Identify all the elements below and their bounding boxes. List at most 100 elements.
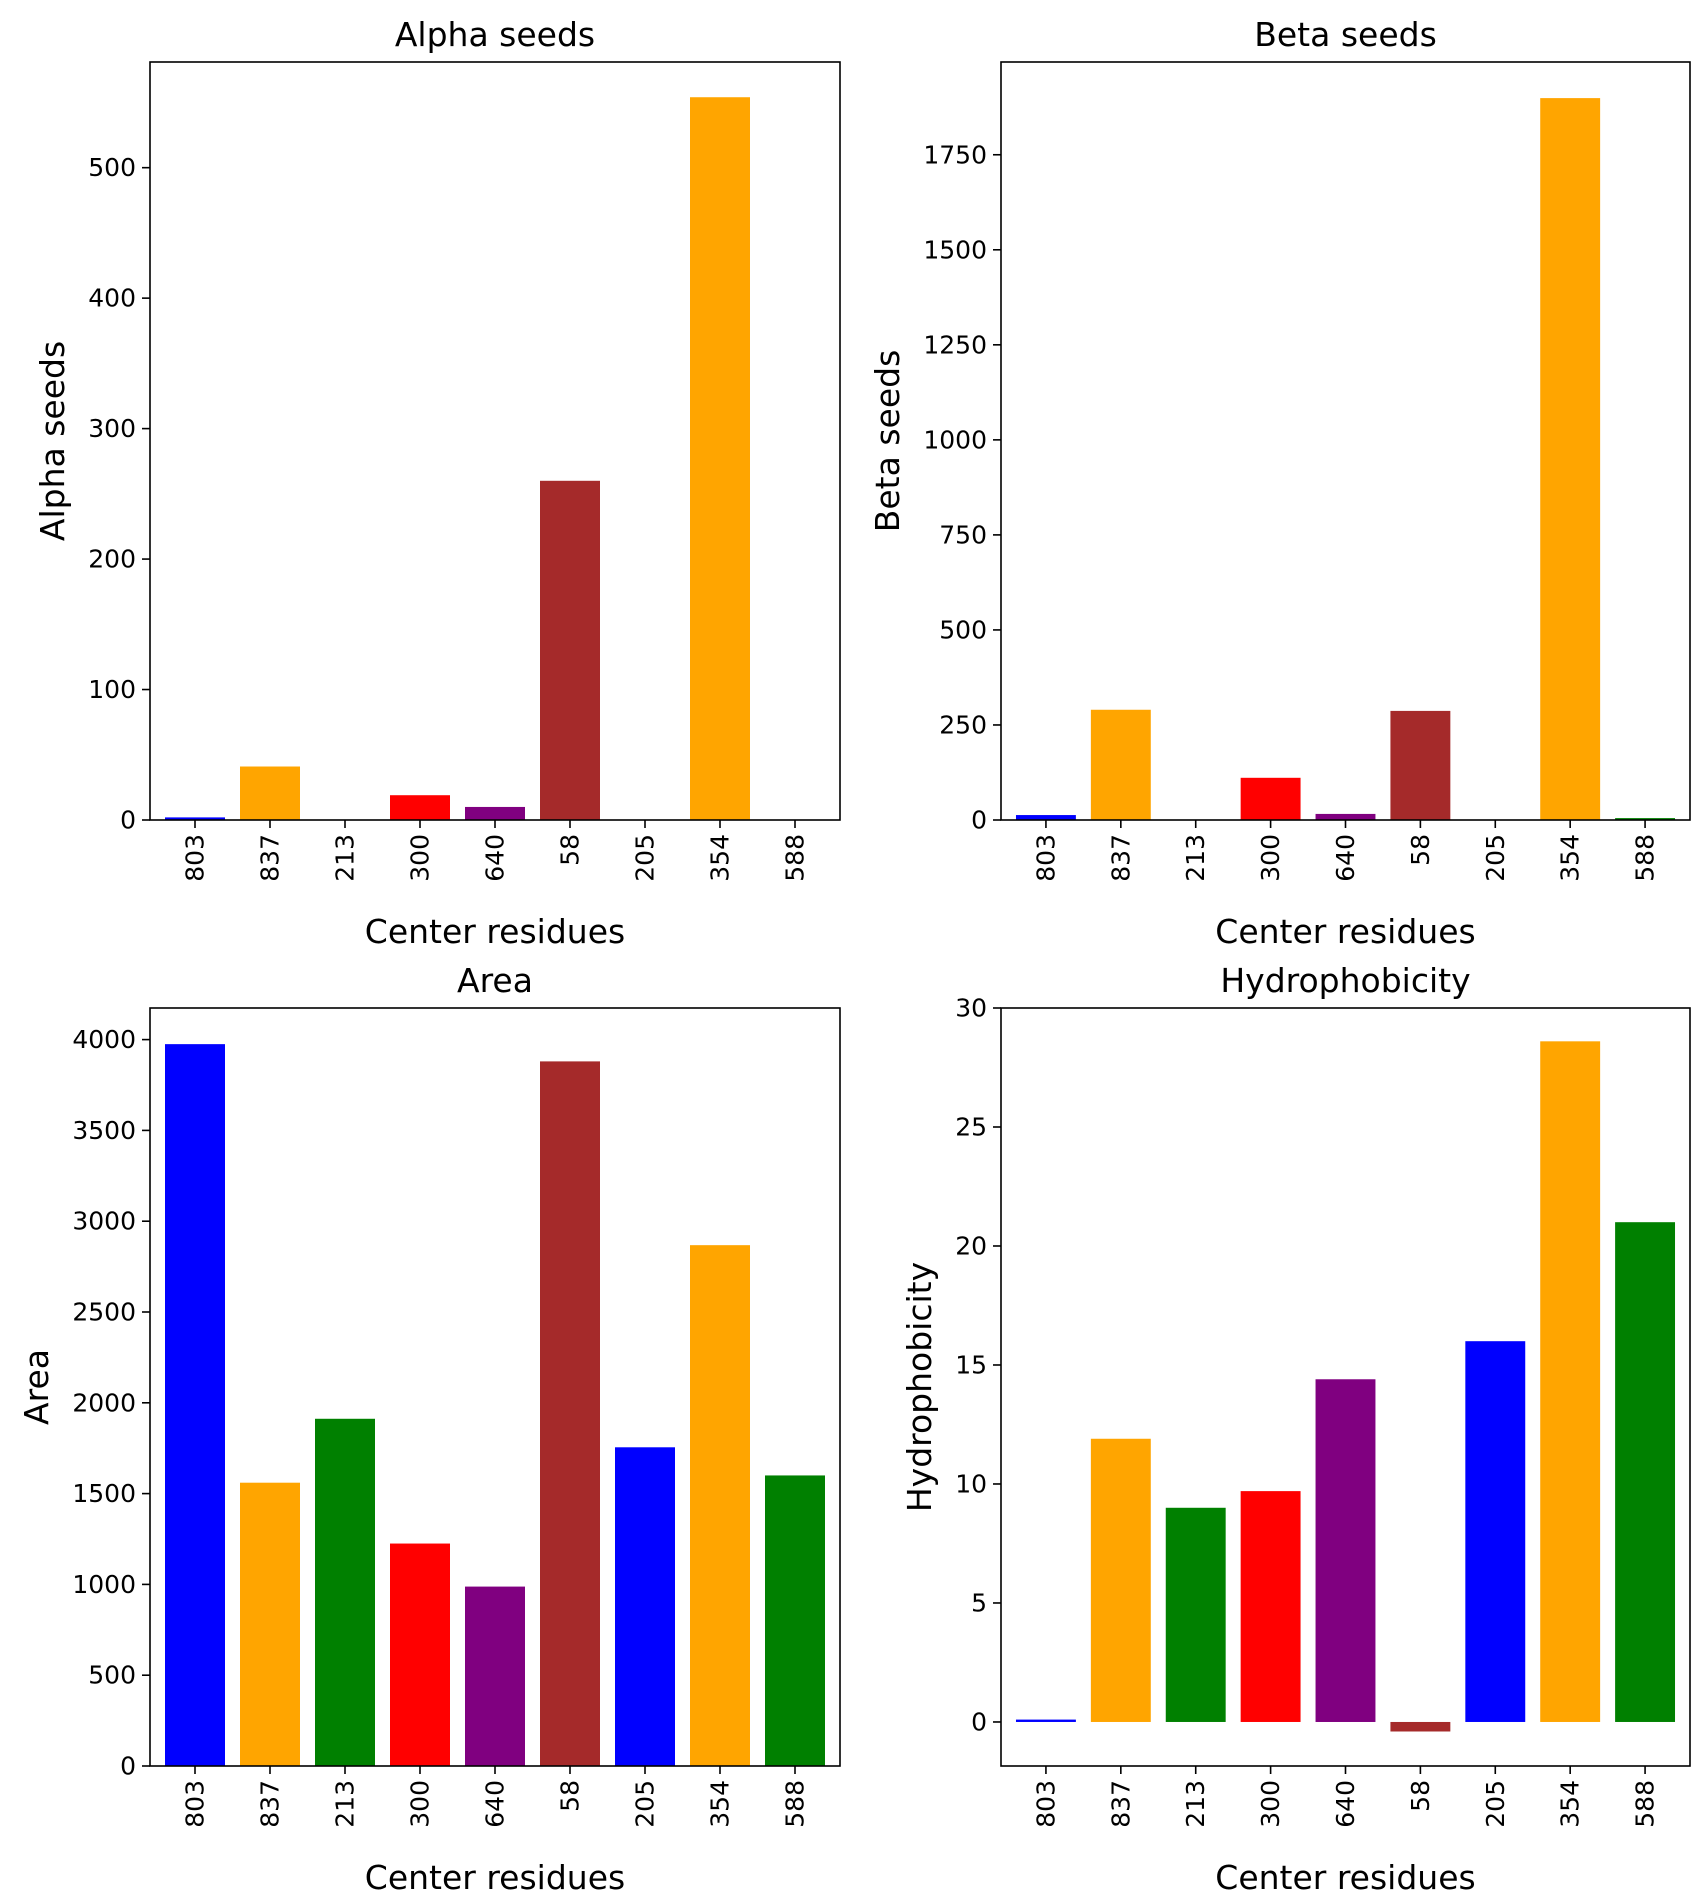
x-tick-label: 640 xyxy=(481,1780,510,1828)
x-axis-label: Center residues xyxy=(365,1858,625,1897)
x-tick-label: 354 xyxy=(1556,1780,1585,1828)
bar-205 xyxy=(615,1447,675,1766)
x-tick-label: 837 xyxy=(1106,834,1135,882)
x-tick-label: 803 xyxy=(1031,1780,1060,1828)
y-tick-label: 4000 xyxy=(72,1025,136,1054)
y-tick-label: 30 xyxy=(955,994,987,1023)
y-tick-label: 2000 xyxy=(72,1388,136,1417)
chart-title: Hydrophobicity xyxy=(1220,961,1470,1000)
y-tick-label: 1750 xyxy=(923,140,987,169)
y-tick-label: 0 xyxy=(120,1752,136,1781)
x-tick-label: 354 xyxy=(706,1780,735,1828)
bar-803 xyxy=(165,1044,225,1766)
y-axis-label: Beta seeds xyxy=(868,350,907,533)
x-tick-label: 58 xyxy=(1406,834,1435,866)
x-tick-label: 58 xyxy=(556,1780,585,1812)
x-tick-label: 205 xyxy=(1481,1780,1510,1828)
x-tick-label: 213 xyxy=(1181,1780,1210,1828)
bar-640 xyxy=(465,806,525,820)
bar-837 xyxy=(1090,709,1151,820)
y-tick-label: 1250 xyxy=(923,330,987,359)
x-tick-label: 837 xyxy=(256,1780,285,1828)
bar-837 xyxy=(240,1482,300,1766)
x-tick-label: 803 xyxy=(1031,834,1060,882)
y-tick-label: 15 xyxy=(955,1350,987,1379)
y-tick-label: 1000 xyxy=(72,1570,136,1599)
bar-300 xyxy=(390,795,450,820)
bar-58 xyxy=(540,480,600,820)
x-tick-label: 300 xyxy=(1256,834,1285,882)
y-axis-label: Hydrophobicity xyxy=(900,1262,939,1512)
x-tick-label: 837 xyxy=(1106,1780,1135,1828)
bar-213 xyxy=(315,1418,375,1766)
y-tick-label: 10 xyxy=(955,1469,987,1498)
x-tick-label: 803 xyxy=(181,1780,210,1828)
x-tick-label: 640 xyxy=(481,834,510,882)
chart-panel-0: 803 837 213 300 640 58 205 354 588 0 100 200 300 400 5… xyxy=(33,15,841,951)
x-tick-label: 300 xyxy=(406,834,435,882)
bar-58 xyxy=(1390,1721,1451,1732)
chart-panel-2: 803 837 213 300 640 58 205 354 588 0 500 1000 1500 20… xyxy=(17,961,841,1897)
bar-803 xyxy=(165,817,225,820)
y-tick-label: 0 xyxy=(120,806,136,835)
x-tick-label: 213 xyxy=(1181,834,1210,882)
y-tick-label: 250 xyxy=(939,710,987,739)
x-tick-label: 205 xyxy=(1481,834,1510,882)
x-tick-label: 803 xyxy=(181,834,210,882)
y-tick-label: 0 xyxy=(971,1707,987,1736)
y-tick-label: 100 xyxy=(88,675,136,704)
y-tick-label: 20 xyxy=(955,1231,987,1260)
x-tick-label: 205 xyxy=(631,1780,660,1828)
y-tick-label: 750 xyxy=(939,520,987,549)
x-tick-label: 300 xyxy=(1256,1780,1285,1828)
x-tick-label: 354 xyxy=(1556,834,1585,882)
x-axis-label: Center residues xyxy=(365,912,625,951)
bar-837 xyxy=(1090,1438,1151,1722)
chart-panel-3: 803 837 213 300 640 58 205 354 588 0 5 10 15 20 25 30 Hy… xyxy=(900,961,1691,1897)
x-tick-label: 213 xyxy=(331,834,360,882)
x-axis-label: Center residues xyxy=(1215,1858,1475,1897)
y-tick-label: 1500 xyxy=(72,1479,136,1508)
bar-354 xyxy=(1540,98,1601,821)
x-tick-label: 588 xyxy=(781,834,810,882)
bar-640 xyxy=(1315,813,1376,820)
y-axis-label: Area xyxy=(17,1349,56,1425)
bar-300 xyxy=(1240,777,1301,820)
y-axis-label: Alpha seeds xyxy=(33,341,72,541)
chart-title: Beta seeds xyxy=(1254,15,1437,54)
x-tick-label: 837 xyxy=(256,834,285,882)
x-tick-label: 588 xyxy=(781,1780,810,1828)
y-tick-label: 3500 xyxy=(72,1116,136,1145)
x-tick-label: 354 xyxy=(706,834,735,882)
bar-213 xyxy=(1165,1507,1226,1722)
bar-640 xyxy=(1315,1379,1376,1722)
chart-title: Area xyxy=(457,961,533,1000)
y-tick-label: 0 xyxy=(971,806,987,835)
bar-58 xyxy=(540,1061,600,1766)
x-tick-label: 588 xyxy=(1631,834,1660,882)
bar-803 xyxy=(1015,1719,1076,1722)
x-tick-label: 640 xyxy=(1331,834,1360,882)
bar-300 xyxy=(1240,1491,1301,1722)
chart-title: Alpha seeds xyxy=(395,15,595,54)
bar-205 xyxy=(1465,1341,1526,1722)
bar-354 xyxy=(690,97,750,821)
y-tick-label: 500 xyxy=(88,153,136,182)
y-tick-label: 500 xyxy=(88,1661,136,1690)
y-tick-label: 5 xyxy=(971,1588,987,1617)
x-tick-label: 300 xyxy=(406,1780,435,1828)
x-tick-label: 213 xyxy=(331,1780,360,1828)
bar-354 xyxy=(690,1245,750,1766)
x-tick-label: 640 xyxy=(1331,1780,1360,1828)
y-tick-label: 300 xyxy=(88,414,136,443)
y-tick-label: 500 xyxy=(939,615,987,644)
x-tick-label: 588 xyxy=(1631,1780,1660,1828)
x-tick-label: 205 xyxy=(631,834,660,882)
y-tick-label: 2500 xyxy=(72,1297,136,1326)
chart-panel-1: 803 837 213 300 640 58 205 354 588 0 250 500 750 1000… xyxy=(868,15,1691,951)
y-tick-label: 3000 xyxy=(72,1207,136,1236)
bar-837 xyxy=(240,766,300,820)
bar-58 xyxy=(1390,710,1451,820)
y-tick-label: 25 xyxy=(955,1112,987,1141)
bar-588 xyxy=(765,1475,825,1766)
